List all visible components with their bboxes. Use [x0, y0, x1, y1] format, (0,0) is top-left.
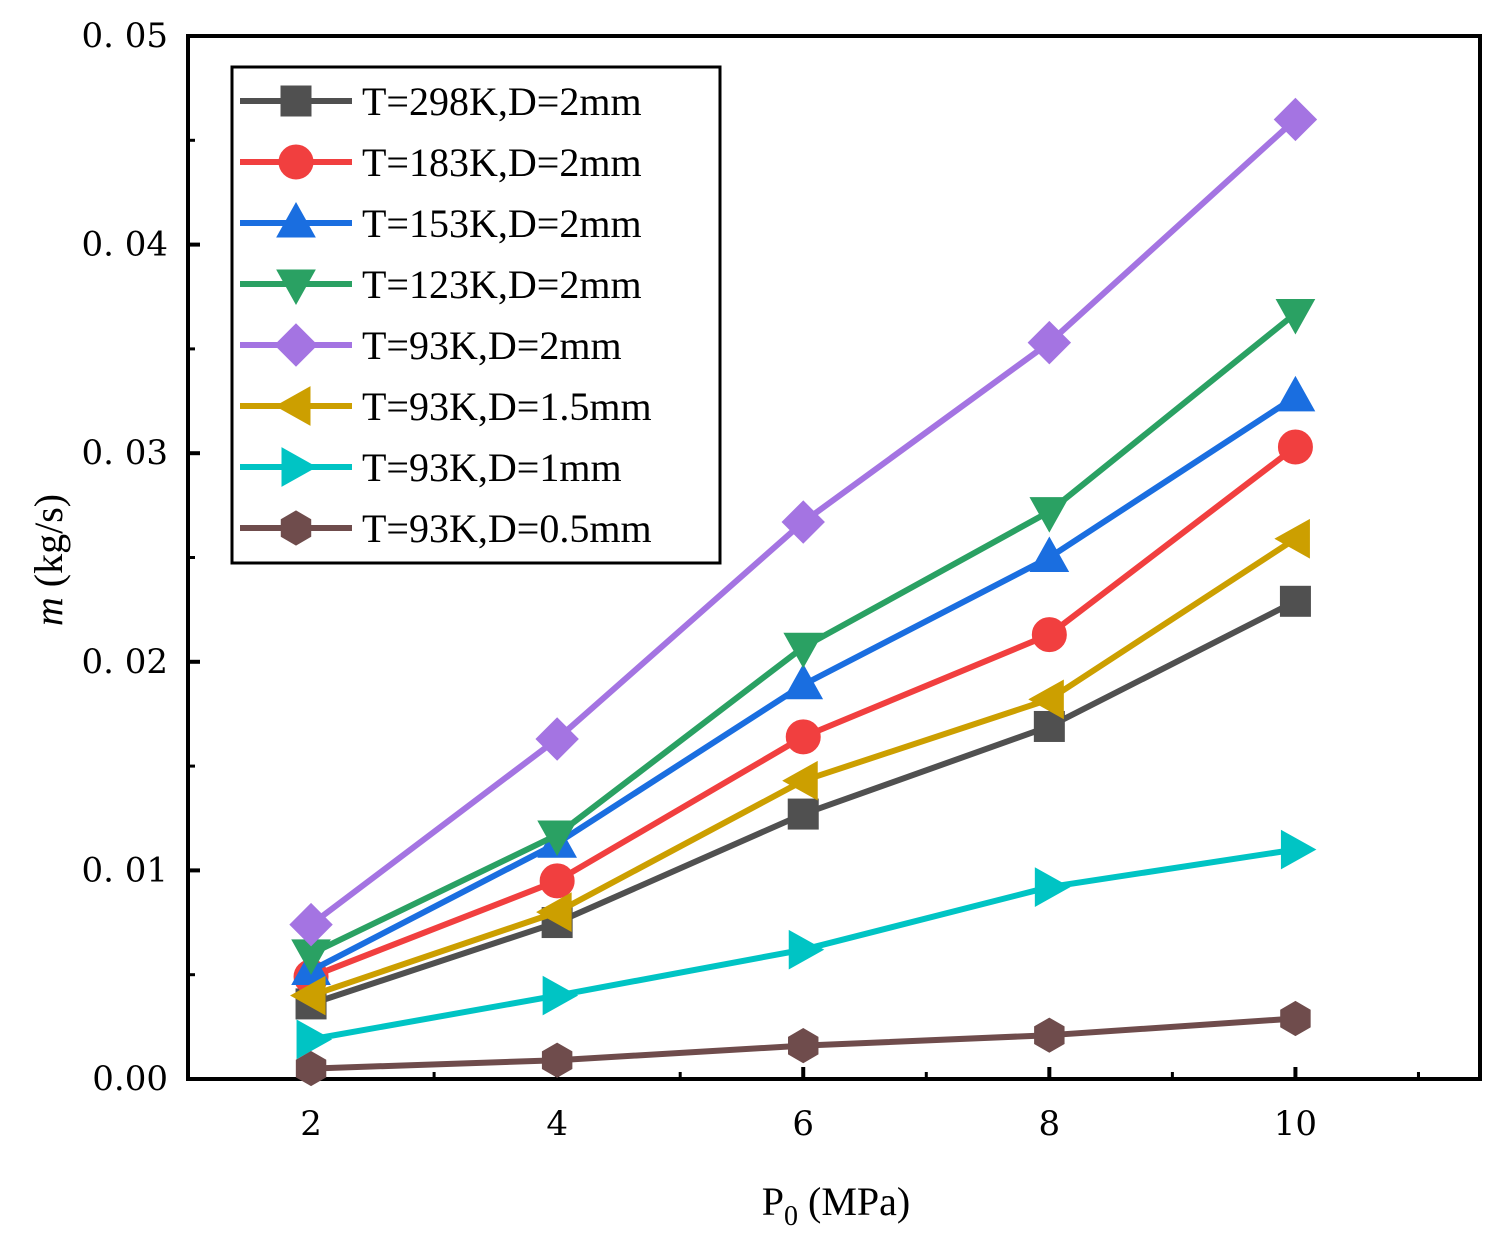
data-point: [1275, 298, 1316, 335]
x-axis-title-unit: (MPa): [798, 1179, 910, 1224]
x-tick-label: 8: [1039, 1104, 1061, 1144]
y-axis-title-unit: (kg/s): [26, 494, 71, 597]
data-point: [535, 717, 579, 761]
x-axis-title: P0 (MPa): [762, 1179, 910, 1232]
legend-label: T=123K,D=2mm: [362, 262, 642, 307]
data-point: [1277, 429, 1313, 465]
data-point: [1028, 679, 1064, 720]
data-point: [783, 663, 824, 700]
legend-label: T=153K,D=2mm: [362, 201, 642, 246]
x-axis-title-main: P: [762, 1179, 784, 1224]
legend-item: T=298K,D=2mm: [240, 79, 642, 124]
data-point: [1029, 536, 1070, 572]
series-8: [295, 1000, 1311, 1087]
data-point: [290, 975, 326, 1016]
data-point: [1273, 97, 1318, 142]
legend-swatch-marker: [280, 510, 312, 546]
data-point: [1280, 829, 1317, 870]
data-point: [1027, 320, 1072, 365]
data-point: [539, 863, 575, 899]
data-point: [787, 798, 819, 830]
y-tick-label: 0. 03: [81, 433, 168, 473]
series-layer: [289, 97, 1318, 1087]
legend-swatch-marker: [280, 85, 312, 117]
legend-item: T=93K,D=1mm: [240, 445, 622, 490]
y-tick-label: 0.00: [92, 1059, 168, 1099]
legend-swatch-marker: [281, 447, 318, 487]
series-line: [310, 536, 1298, 999]
data-point: [541, 1042, 573, 1078]
data-point: [783, 632, 824, 669]
data-point: [296, 1019, 333, 1060]
legend-swatch-marker: [274, 323, 318, 367]
legend-item: T=93K,D=1.5mm: [240, 384, 652, 429]
legend-item: T=93K,D=2mm: [240, 323, 622, 368]
y-tick-label: 0. 02: [81, 642, 168, 682]
data-point: [781, 500, 825, 544]
x-tick-label: 10: [1274, 1104, 1317, 1144]
y-tick-label: 0. 01: [81, 850, 168, 890]
legend-label: T=93K,D=1mm: [362, 445, 622, 490]
x-tick-label: 6: [792, 1104, 814, 1144]
data-point: [1279, 585, 1311, 617]
data-point: [542, 975, 579, 1016]
series-3: [291, 375, 1316, 986]
series-5: [289, 97, 1318, 947]
y-axis: 0.00 0. 01 0. 02 0. 03 0. 04 0. 05: [81, 16, 200, 1099]
data-point: [788, 1028, 819, 1064]
legend-swatch-marker: [276, 201, 316, 238]
legend-swatch-marker: [278, 144, 314, 180]
data-point: [782, 760, 818, 801]
data-point: [1274, 518, 1310, 559]
legend-swatch-marker: [274, 386, 311, 426]
data-point: [1280, 1000, 1311, 1037]
data-point: [1275, 375, 1316, 412]
legend-label: T=93K,D=2mm: [362, 323, 622, 368]
y-tick-label: 0. 05: [81, 16, 168, 56]
legend-label: T=183K,D=2mm: [362, 140, 642, 185]
data-point: [289, 902, 333, 947]
legend-item: T=93K,D=0.5mm: [240, 506, 652, 551]
y-axis-title-symbol: m: [26, 597, 71, 626]
data-point: [788, 929, 825, 970]
data-point: [536, 892, 572, 932]
legend-item: T=153K,D=2mm: [240, 201, 642, 246]
legend-item: T=123K,D=2mm: [240, 262, 642, 307]
legend-box: [230, 65, 722, 565]
data-point: [295, 1050, 327, 1087]
x-axis-title-subscript: 0: [784, 1201, 798, 1232]
y-axis-title: m (kg/s): [26, 494, 71, 626]
legend-label: T=93K,D=1.5mm: [362, 384, 652, 429]
series-4: [291, 298, 1316, 975]
legend: T=298K,D=2mm T=183K,D=2mm T=153K,D=2mm T=12…: [230, 65, 722, 565]
y-tick-label: 0. 04: [81, 225, 168, 265]
data-point: [1034, 867, 1071, 907]
data-point: [1034, 1017, 1065, 1053]
data-point: [785, 719, 821, 755]
series-7: [296, 829, 1317, 1060]
data-point: [537, 820, 577, 856]
legend-label: T=298K,D=2mm: [362, 79, 642, 124]
legend-swatch-marker: [276, 269, 316, 306]
legend-label: T=93K,D=0.5mm: [362, 506, 652, 551]
data-point: [1031, 617, 1067, 653]
legend-item: T=183K,D=2mm: [240, 140, 642, 185]
data-point: [1029, 497, 1070, 533]
series-6: [290, 518, 1310, 1016]
x-tick-label: 2: [300, 1104, 322, 1144]
x-tick-label: 4: [546, 1104, 568, 1144]
